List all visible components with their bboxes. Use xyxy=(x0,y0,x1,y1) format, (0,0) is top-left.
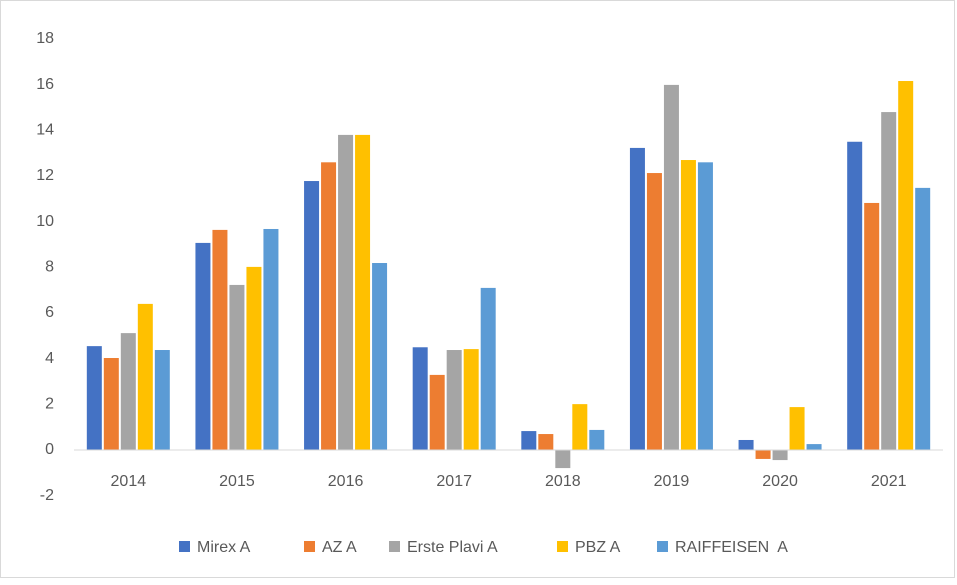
y-tick-label: 0 xyxy=(45,441,54,458)
bar xyxy=(589,429,605,451)
legend-swatch xyxy=(557,541,568,552)
y-tick-label: 8 xyxy=(45,259,54,276)
bar xyxy=(755,450,771,459)
bar xyxy=(103,358,119,451)
y-tick-label: 2 xyxy=(45,396,54,413)
bar xyxy=(646,173,662,451)
y-tick-label: 6 xyxy=(45,304,54,321)
bar xyxy=(246,266,262,451)
legend-label: Mirex A xyxy=(197,539,251,556)
bar xyxy=(463,349,479,451)
y-tick-label: 4 xyxy=(45,350,54,367)
x-tick-label: 2019 xyxy=(654,473,690,490)
y-tick-label: 14 xyxy=(36,122,54,139)
x-tick-label: 2021 xyxy=(871,473,907,490)
bar xyxy=(429,374,445,451)
y-tick-label: 16 xyxy=(36,76,54,93)
x-tick-label: 2015 xyxy=(219,473,255,490)
bar xyxy=(355,134,371,451)
bar xyxy=(195,242,211,451)
y-tick-label: 18 xyxy=(36,30,54,47)
bar xyxy=(538,434,554,451)
bar xyxy=(772,450,788,461)
bar xyxy=(572,404,588,451)
bar xyxy=(212,229,228,451)
bar xyxy=(680,160,696,451)
legend-swatch xyxy=(304,541,315,552)
legend-swatch xyxy=(389,541,400,552)
bar xyxy=(137,303,153,451)
bar xyxy=(663,84,679,451)
bar xyxy=(412,347,428,451)
y-tick-label: -2 xyxy=(40,487,54,504)
bar xyxy=(304,181,320,451)
bar xyxy=(263,228,279,451)
bar xyxy=(86,346,102,451)
legend-label: AZ A xyxy=(322,539,357,556)
y-tick-label: 10 xyxy=(36,213,54,230)
bar xyxy=(697,162,713,451)
bar xyxy=(898,81,914,451)
bar xyxy=(738,439,754,451)
bar xyxy=(120,333,136,451)
x-tick-label: 2017 xyxy=(436,473,472,490)
bar xyxy=(521,431,537,451)
bar xyxy=(915,187,931,451)
y-tick-label: 12 xyxy=(36,167,54,184)
bar xyxy=(372,263,388,451)
bar xyxy=(321,162,337,451)
legend-label: PBZ A xyxy=(575,539,621,556)
legend-swatch xyxy=(657,541,668,552)
bar xyxy=(229,284,245,451)
bar xyxy=(806,444,822,451)
x-tick-label: 2020 xyxy=(762,473,798,490)
legend-label: Erste Plavi A xyxy=(407,539,498,556)
bar xyxy=(480,287,496,451)
bar xyxy=(847,141,863,451)
legend-swatch xyxy=(179,541,190,552)
x-tick-label: 2014 xyxy=(111,473,147,490)
bar xyxy=(555,450,571,469)
bar xyxy=(629,147,645,451)
x-tick-label: 2016 xyxy=(328,473,364,490)
bar xyxy=(881,112,897,451)
bar xyxy=(789,407,805,451)
bar xyxy=(154,350,170,451)
bar xyxy=(864,202,880,451)
bar xyxy=(338,134,354,451)
x-tick-label: 2018 xyxy=(545,473,581,490)
legend-label: RAIFFEISEN A xyxy=(675,539,788,556)
bar xyxy=(446,350,462,451)
